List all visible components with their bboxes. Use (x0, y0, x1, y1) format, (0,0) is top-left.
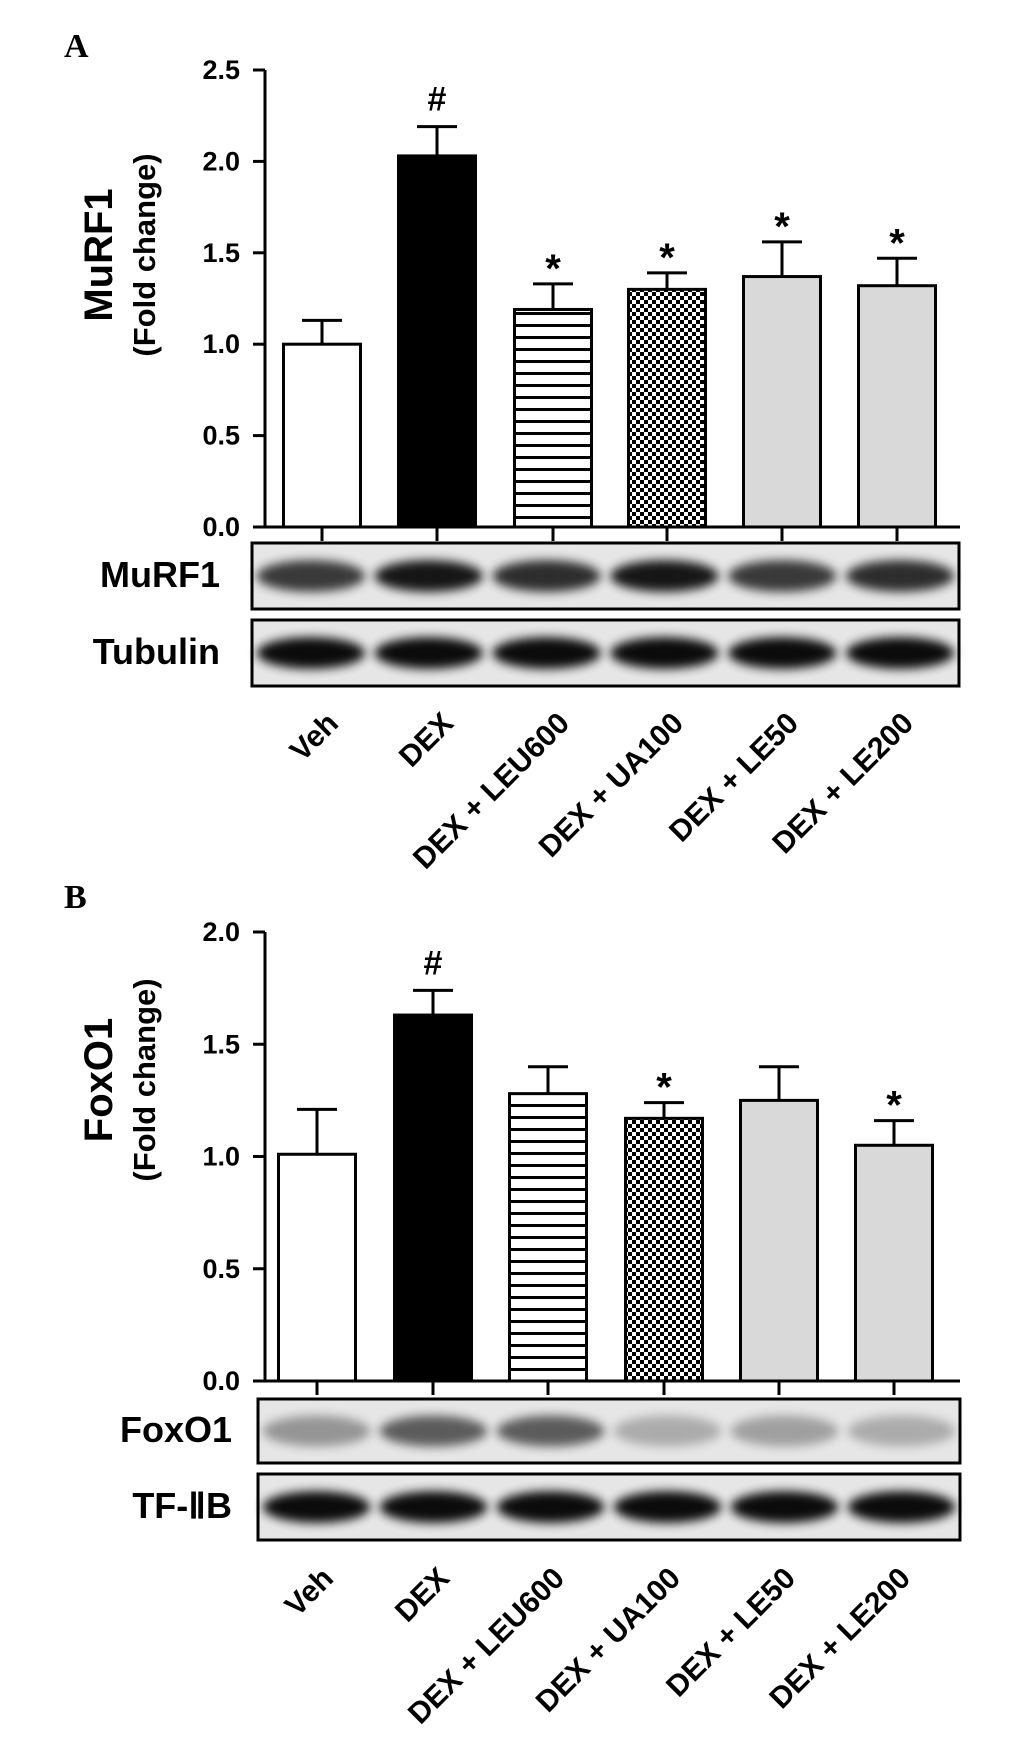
panel-b: B FoxO1 (Fold change) 0.0 0.5 1.0 1.5 2.0 # *… (64, 879, 962, 1731)
blot-a: MuRF1 Tubulin (93, 541, 961, 688)
category-label: DEX (393, 707, 460, 774)
blot-band (610, 560, 719, 592)
significance-star: * (545, 247, 561, 291)
blot-band (256, 637, 366, 669)
y-axis-title-a: MuRF1 (77, 188, 121, 321)
blot-band (613, 1415, 722, 1447)
bar (393, 1013, 473, 1383)
y-axis-label-a: MuRF1 (Fold change) (77, 153, 162, 356)
blot-band (496, 1491, 605, 1523)
blot-label: TF-ⅡB (132, 1485, 232, 1526)
bar (739, 1098, 819, 1383)
blot-strip (250, 618, 961, 688)
bar (742, 275, 822, 529)
blot-frame (256, 1472, 962, 1542)
significance-star: * (774, 205, 790, 249)
y-tick-label: 2.0 (202, 917, 240, 947)
blot-band (262, 1491, 371, 1523)
panel-letter-b: B (64, 879, 87, 916)
blot-band (374, 560, 483, 592)
axes-b: 0.0 0.5 1.0 1.5 2.0 (202, 917, 960, 1396)
category-label: DEX (389, 1562, 456, 1629)
panel-a: A MuRF1 (Fold change) 0.0 0.5 1.0 1.5 2.0 2.5… (64, 28, 961, 876)
bar (513, 307, 593, 529)
y-tick-label: 2.5 (202, 55, 240, 85)
y-tick-label: 0.0 (202, 1366, 240, 1396)
bars-b: # * * (277, 944, 934, 1383)
bar (282, 342, 362, 529)
category-label: Veh (284, 707, 345, 768)
bar (397, 154, 477, 529)
panel-letter-a: A (64, 28, 89, 65)
blot-strip (256, 1397, 962, 1465)
y-axis-subtitle-a: (Fold change) (127, 153, 162, 356)
bar (857, 284, 937, 529)
blot-band (845, 560, 955, 592)
blot-band (847, 1415, 956, 1447)
blot-band (256, 560, 366, 592)
axes-a: 0.0 0.5 1.0 1.5 2.0 2.5 (202, 55, 960, 542)
category-label: Veh (279, 1562, 340, 1623)
blot-band (730, 1415, 839, 1447)
blot-label: Tubulin (93, 631, 220, 672)
blot-band (496, 1415, 605, 1447)
y-tick-label: 1.0 (202, 1142, 240, 1172)
bars-a: # * * * * (282, 81, 937, 529)
bar (854, 1143, 934, 1383)
bar (508, 1092, 588, 1383)
blot-band (728, 560, 837, 592)
blot-band (730, 1491, 839, 1523)
blot-frame (250, 618, 961, 688)
blot-label: FoxO1 (120, 1409, 232, 1450)
significance-star: * (886, 1084, 902, 1128)
blot-band (492, 637, 601, 669)
blot-band (845, 637, 955, 669)
bar (627, 287, 707, 529)
blot-strip (256, 1472, 962, 1542)
blot-band (492, 560, 601, 592)
y-axis-title-b: FoxO1 (77, 1018, 121, 1142)
blot-frame (250, 541, 961, 611)
y-tick-label: 0.0 (202, 512, 240, 542)
blot-band (262, 1415, 371, 1447)
blot-band (379, 1491, 488, 1523)
y-axis-label-b: FoxO1 (Fold change) (77, 978, 162, 1181)
blot-b: FoxO1 TF-ⅡB (120, 1397, 962, 1542)
blot-band (610, 637, 719, 669)
y-axis-subtitle-b: (Fold change) (127, 978, 162, 1181)
significance-star: * (889, 221, 905, 265)
blot-frame (256, 1397, 962, 1465)
blot-band (374, 637, 483, 669)
blot-strip (250, 541, 961, 611)
y-tick-label: 2.0 (202, 146, 240, 176)
bar (624, 1116, 704, 1383)
blot-band (847, 1491, 956, 1523)
y-tick-label: 0.5 (202, 421, 240, 451)
y-tick-label: 1.0 (202, 329, 240, 359)
blot-label: MuRF1 (100, 554, 220, 595)
blot-band (379, 1415, 488, 1447)
significance-star: * (656, 1066, 672, 1110)
blot-band (728, 637, 837, 669)
bar (277, 1152, 357, 1383)
blot-band (613, 1491, 722, 1523)
significance-hash: # (424, 944, 443, 982)
y-tick-label: 0.5 (202, 1254, 240, 1284)
y-tick-label: 1.5 (202, 238, 240, 268)
significance-star: * (659, 236, 675, 280)
significance-hash: # (428, 81, 447, 119)
y-tick-label: 1.5 (202, 1029, 240, 1059)
